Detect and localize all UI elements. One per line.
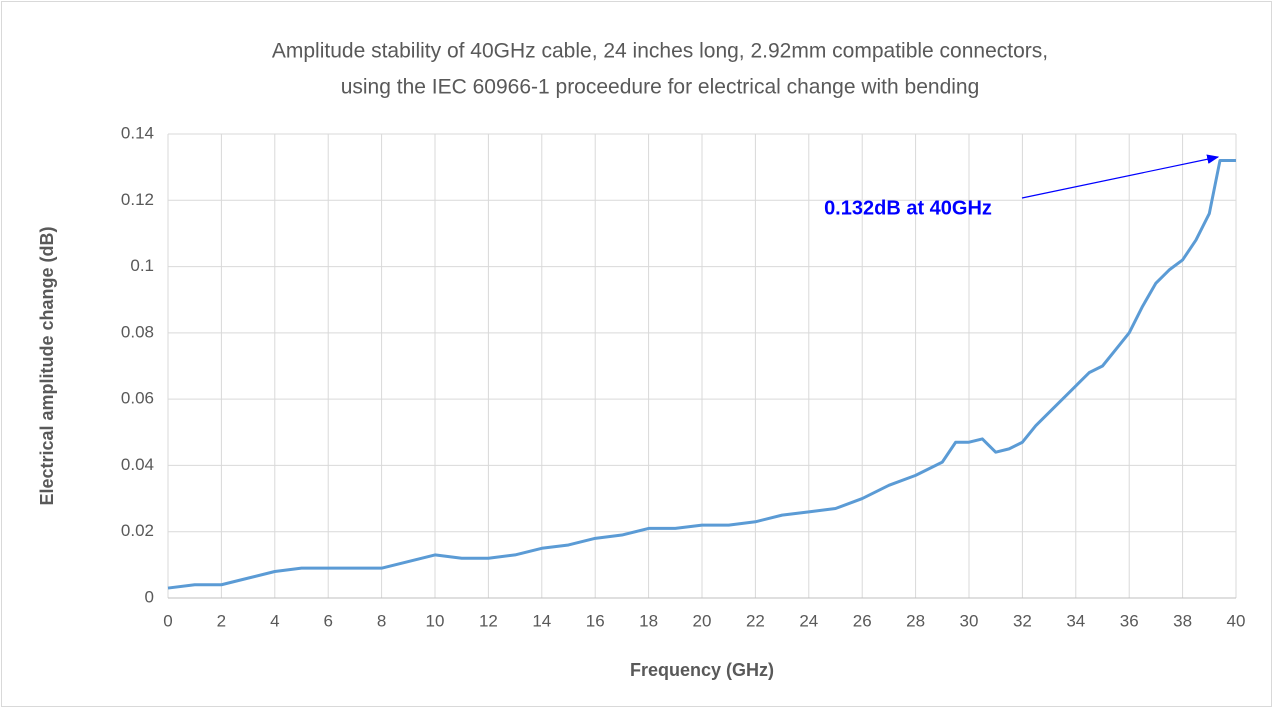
annotation: 0.132dB at 40GHz	[824, 197, 992, 219]
x-tick-label: 8	[377, 611, 386, 630]
x-tick-label: 22	[746, 611, 765, 630]
x-tick-label: 2	[217, 611, 226, 630]
x-tick-label: 32	[1013, 611, 1032, 630]
x-tick-label: 16	[586, 611, 605, 630]
y-axis-label: Electrical amplitude change (dB)	[37, 226, 57, 505]
data-line	[167, 159, 1236, 590]
annotation-arrow	[1021, 154, 1220, 199]
x-tick-label: 38	[1173, 611, 1192, 630]
x-tick-label: 40	[1227, 611, 1246, 630]
x-tick-label: 6	[323, 611, 332, 630]
x-tick-label: 36	[1120, 611, 1139, 630]
y-tick-label: 0.08	[121, 322, 154, 341]
x-tick-label: 24	[799, 611, 818, 630]
y-tick-label: 0	[145, 587, 154, 606]
y-tick-label: 0.04	[121, 455, 154, 474]
x-axis-label: Frequency (GHz)	[630, 660, 774, 680]
y-tick-label: 0.06	[121, 389, 154, 408]
y-tick-label: 0.02	[121, 521, 154, 540]
y-tick-label: 0.1	[130, 256, 154, 275]
y-tick-label: 0.14	[121, 123, 154, 142]
x-tick-label: 28	[906, 611, 925, 630]
plot-area: 00.020.040.060.080.10.120.140 2 4 6 8 10 12 14 1…	[121, 123, 1246, 630]
x-tick-label: 34	[1066, 611, 1085, 630]
x-tick-label: 4	[270, 611, 279, 630]
x-tick-label: 14	[532, 611, 551, 630]
x-tick-label: 18	[639, 611, 658, 630]
chart-title: Amplitude stability of 40GHz cable, 24 i…	[272, 40, 1048, 63]
x-tick-label: 30	[960, 611, 979, 630]
y-tick-label: 0.12	[121, 190, 154, 209]
chart-title: using the IEC 60966-1 proceedure for ele…	[341, 76, 980, 99]
x-tick-label: 10	[426, 611, 445, 630]
x-tick-label: 0	[163, 611, 172, 630]
x-tick-label: 12	[479, 611, 498, 630]
x-tick-label: 20	[693, 611, 712, 630]
x-tick-label: 26	[853, 611, 872, 630]
